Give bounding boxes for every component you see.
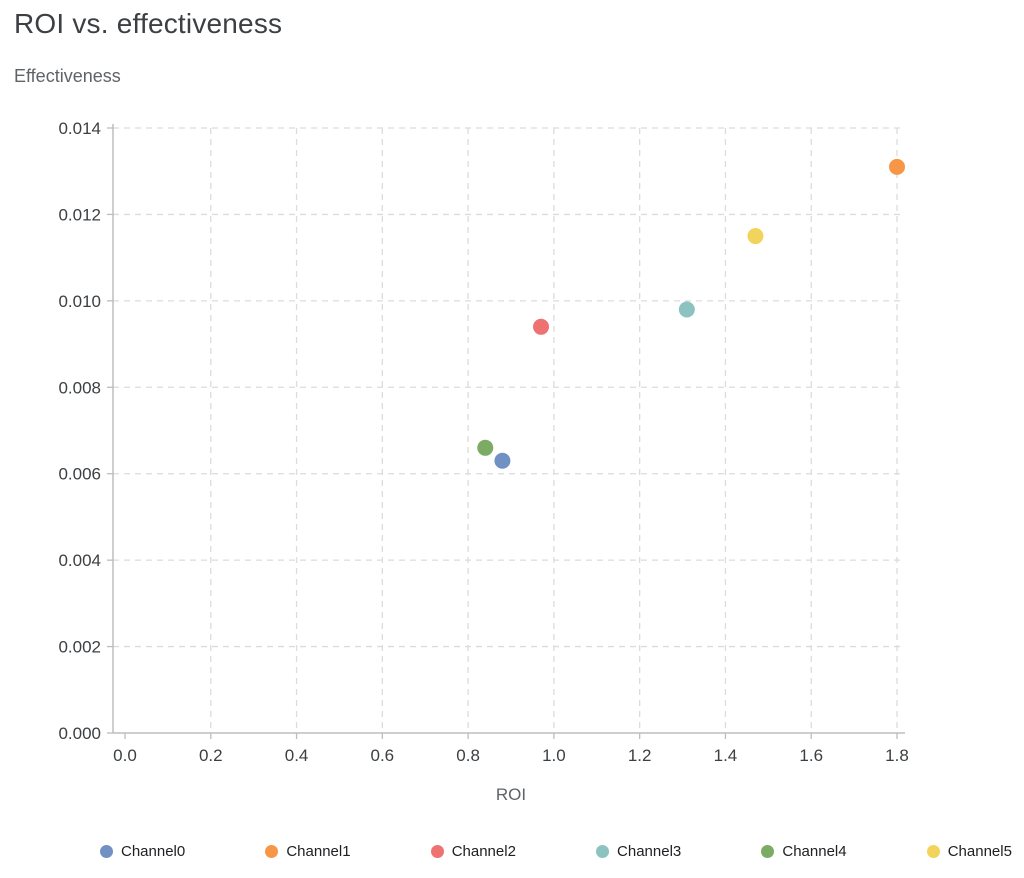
data-point-channel2[interactable] bbox=[533, 318, 550, 335]
x-tick-label: 1.0 bbox=[542, 746, 566, 765]
y-tick-label: 0.008 bbox=[58, 378, 101, 397]
legend-item-channel0[interactable]: Channel0 bbox=[100, 843, 185, 860]
y-tick-label: 0.010 bbox=[58, 292, 101, 311]
y-tick-label: 0.012 bbox=[58, 205, 101, 224]
legend-label: Channel4 bbox=[782, 843, 847, 860]
legend-dot-icon bbox=[430, 845, 444, 858]
legend-item-channel3[interactable]: Channel3 bbox=[596, 843, 681, 860]
legend-label: Channel5 bbox=[947, 843, 1012, 860]
x-tick-label: 0.6 bbox=[371, 746, 395, 765]
axes bbox=[112, 124, 905, 734]
legend-label: Channel3 bbox=[617, 843, 682, 860]
x-tick-label: 0.2 bbox=[199, 746, 223, 765]
legend-dot-icon bbox=[926, 845, 940, 858]
x-tick-label: 1.6 bbox=[799, 746, 823, 765]
data-point-channel5[interactable] bbox=[747, 228, 764, 245]
y-tick-label: 0.002 bbox=[58, 638, 101, 657]
x-tick-label: 1.8 bbox=[885, 746, 909, 765]
legend-item-channel1[interactable]: Channel1 bbox=[265, 843, 351, 860]
legend-label: Channel1 bbox=[286, 843, 351, 860]
legend-label: Channel0 bbox=[121, 843, 186, 860]
y-tick-label: 0.000 bbox=[58, 724, 101, 743]
chart-title: ROI vs. effectiveness bbox=[14, 8, 283, 39]
tick-labels: 0.0 0.2 0.4 0.6 0.8 1.0 1.2 1.4 1.6 1.8 0.000 0.002… bbox=[58, 119, 908, 765]
x-tick-label: 0.4 bbox=[285, 746, 309, 765]
x-tick-label: 0.0 bbox=[113, 746, 137, 765]
legend: Channel0 Channel1 Channel2 Channel3 Channel4… bbox=[100, 843, 1012, 860]
y-axis-title: Effectiveness bbox=[14, 66, 121, 86]
legend-item-channel4[interactable]: Channel4 bbox=[761, 843, 847, 860]
x-tick-label: 0.8 bbox=[456, 746, 480, 765]
x-tick-label: 1.4 bbox=[714, 746, 738, 765]
legend-item-channel2[interactable]: Channel2 bbox=[430, 843, 516, 860]
legend-item-channel5[interactable]: Channel5 bbox=[926, 843, 1012, 860]
y-tick-label: 0.004 bbox=[58, 551, 101, 570]
legend-dot-icon bbox=[100, 845, 113, 858]
data-point-channel4[interactable] bbox=[477, 439, 494, 456]
data-point-channel0[interactable] bbox=[494, 452, 511, 469]
data-point-channel3[interactable] bbox=[678, 301, 695, 318]
data-points bbox=[477, 158, 905, 469]
legend-dot-icon bbox=[265, 845, 279, 858]
x-tick-label: 1.2 bbox=[628, 746, 652, 765]
legend-dot-icon bbox=[761, 845, 775, 858]
y-tick-label: 0.006 bbox=[58, 465, 101, 484]
x-axis-title: ROI bbox=[496, 785, 526, 804]
scatter-plot: 0.0 0.2 0.4 0.6 0.8 1.0 1.2 1.4 1.6 1.8 0.000 0.002… bbox=[58, 119, 908, 804]
gridlines bbox=[113, 127, 905, 733]
legend-label: Channel2 bbox=[451, 843, 516, 860]
data-point-channel1[interactable] bbox=[889, 158, 905, 175]
y-tick-label: 0.014 bbox=[58, 119, 101, 138]
legend-dot-icon bbox=[596, 845, 610, 858]
